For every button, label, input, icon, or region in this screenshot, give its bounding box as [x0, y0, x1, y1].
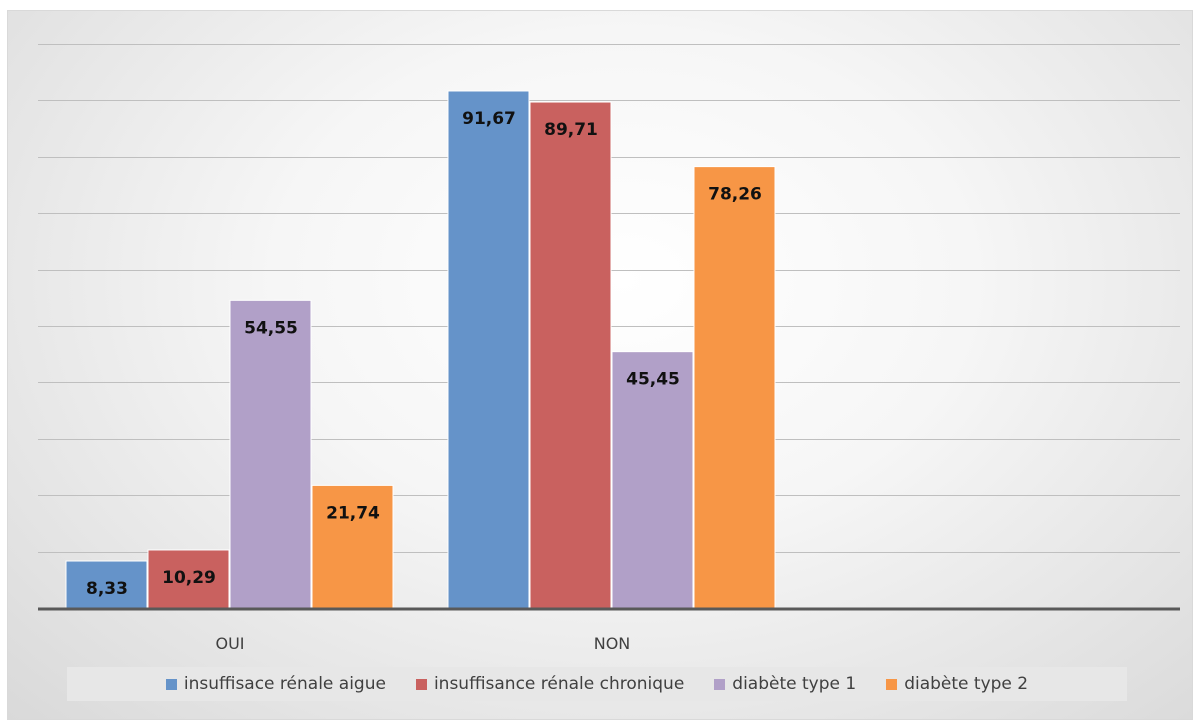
- legend-swatch: [415, 678, 427, 690]
- data-label: 10,29: [162, 568, 216, 588]
- bar: [65, 560, 148, 609]
- data-labels: 8,33 10,29 54,55 21,74 91,67 89,71 45,45 78,26: [86, 109, 762, 599]
- legend: insuffisace rénale aigue insuffisance rén…: [67, 667, 1127, 701]
- data-label: 21,74: [326, 503, 380, 523]
- x-axis: OUI NON: [38, 607, 1180, 653]
- data-label: 54,55: [244, 318, 298, 338]
- data-label: 89,71: [544, 120, 598, 140]
- legend-swatch: [886, 678, 898, 690]
- legend-label: insuffisance rénale chronique: [433, 674, 685, 694]
- legend-item: diabète type 2: [886, 674, 1028, 694]
- legend-swatch: [714, 678, 726, 690]
- legend-label: diabète type 2: [904, 674, 1029, 694]
- legend-label: insuffisace rénale aigue: [183, 674, 386, 694]
- legend-item: insuffisance rénale chronique: [415, 674, 685, 694]
- bars: [65, 90, 776, 609]
- x-tick-label: NON: [594, 634, 631, 653]
- data-label: 78,26: [708, 185, 762, 205]
- legend-item: insuffisace rénale aigue: [165, 674, 386, 694]
- bar: [529, 101, 612, 609]
- bar: [447, 90, 530, 609]
- bar: [311, 484, 394, 609]
- data-label: 45,45: [626, 370, 680, 390]
- x-tick-label: OUI: [215, 634, 244, 653]
- data-label: 8,33: [86, 579, 128, 599]
- legend-label: diabète type 1: [732, 674, 857, 694]
- data-label: 91,67: [462, 109, 516, 129]
- bar: [693, 166, 776, 609]
- bar: [229, 299, 312, 609]
- legend-swatch: [165, 678, 177, 690]
- bar: [611, 351, 694, 609]
- legend-item: diabète type 1: [714, 674, 856, 694]
